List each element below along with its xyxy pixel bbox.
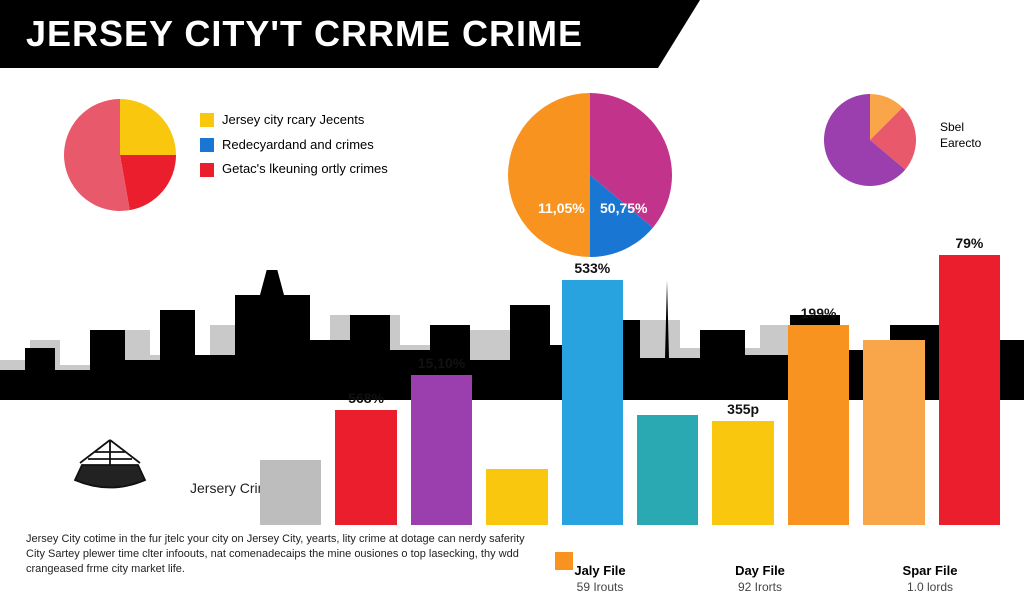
bar-rect [712, 421, 773, 525]
bar-rect [260, 460, 321, 525]
x-group-sub: 92 Irorts [700, 580, 820, 594]
pie-slice [120, 99, 176, 155]
legend-3-sub: Earecto [940, 136, 981, 152]
bar-value-label: 79% [926, 235, 1012, 251]
x-group-title: Day File [700, 563, 820, 578]
bar: 355p [712, 421, 773, 525]
bar [486, 469, 547, 525]
footer-text: Jersey City cotime in the fur jtelc your… [26, 532, 546, 577]
bar [863, 340, 924, 525]
legend-swatch [200, 163, 214, 177]
pie-chart-3 [818, 88, 922, 192]
title-banner: JERSEY CITY'T CRRME CRIME [0, 0, 700, 68]
x-group-title: Spar File [870, 563, 990, 578]
bar: 79% [939, 255, 1000, 525]
bar-value-label: 533% [549, 260, 635, 276]
bar [260, 460, 321, 525]
pie-slice-label: 11,05% [538, 200, 585, 216]
bar-rect [562, 280, 623, 525]
page-title: JERSEY CITY'T CRRME CRIME [26, 13, 583, 55]
bar [637, 415, 698, 525]
bar-rect [637, 415, 698, 525]
bar-rect [939, 255, 1000, 525]
pie-slice [64, 99, 130, 211]
legend-swatch [200, 138, 214, 152]
legend-label: Jersey city rcary Jecents [222, 108, 364, 133]
bar-value-label: 15,10% [399, 355, 485, 371]
x-group-sub: 1.0 lords [870, 580, 990, 594]
pie-slice-label: 50,75% [600, 200, 647, 216]
legend-3-title: Sbel [940, 120, 981, 136]
bar-rect [788, 325, 849, 525]
bar-value-label: 199% [776, 305, 862, 321]
x-group: Day File 92 Irorts [700, 563, 820, 594]
bar-value-label: 355p [700, 401, 786, 417]
legend-swatch [200, 113, 214, 127]
x-group: Spar File 1.0 lords [870, 563, 990, 594]
bar: 533% [562, 280, 623, 525]
bar: 568% [335, 410, 396, 525]
legend-row: Getac's lkeuning ortly crimes [200, 157, 388, 182]
bar-value-label: 568% [323, 390, 409, 406]
bar-chart: 568%15,10%533%355p199%79% [260, 225, 1000, 525]
x-group-sub: 59 Irouts [540, 580, 660, 594]
legend-row: Redecyardand and crimes [200, 133, 388, 158]
bar-rect [335, 410, 396, 525]
footer-swatch [555, 552, 573, 570]
legend-1: Jersey city rcary JecentsRedecyardand an… [200, 108, 388, 182]
pie-slice [120, 155, 176, 210]
pie-chart-1 [58, 93, 182, 217]
legend-row: Jersey city rcary Jecents [200, 108, 388, 133]
bar-rect [863, 340, 924, 525]
legend-3: Sbel Earecto [940, 120, 981, 151]
bar-rect [486, 469, 547, 525]
legend-label: Redecyardand and crimes [222, 133, 374, 158]
bar: 199% [788, 325, 849, 525]
bar-rect [411, 375, 472, 525]
bar: 15,10% [411, 375, 472, 525]
ship-icon [60, 435, 160, 495]
legend-label: Getac's lkeuning ortly crimes [222, 157, 388, 182]
